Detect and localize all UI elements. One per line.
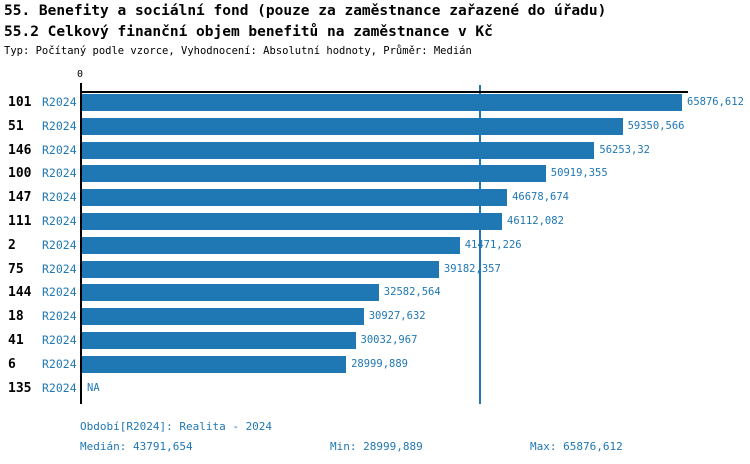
bar bbox=[82, 141, 595, 159]
footer-max-stat: Max: 65876,612 bbox=[530, 440, 623, 453]
row-category-label: 101 bbox=[8, 95, 32, 110]
bar-value-label: 41471,226 bbox=[464, 238, 522, 251]
bar bbox=[82, 165, 546, 183]
bar-value-label: 28999,889 bbox=[351, 357, 408, 370]
row-category-label: 41 bbox=[8, 333, 24, 348]
chart-row: 6 R2024 28999,889 bbox=[0, 355, 750, 373]
bar bbox=[82, 94, 682, 111]
chart-row: 135 R2024 NA bbox=[0, 380, 750, 397]
bar-value-label: 65876,612 bbox=[687, 96, 744, 108]
bar bbox=[82, 117, 623, 135]
row-category-label: 111 bbox=[8, 214, 32, 229]
chart-row: 2 R2024 41471,226 bbox=[0, 236, 750, 254]
row-category-label: 146 bbox=[8, 142, 32, 158]
row-period-label: R2024 bbox=[42, 380, 77, 395]
chart-title-line1: 55. Benefity a sociální fond (pouze za z… bbox=[4, 3, 607, 19]
row-category-label: 135 bbox=[8, 380, 32, 396]
row-category-label: 51 bbox=[8, 118, 24, 134]
bar-value-label: 46112,082 bbox=[507, 215, 564, 227]
row-category-label: 2 bbox=[8, 237, 16, 253]
row-period-label: R2024 bbox=[42, 333, 77, 347]
bar bbox=[82, 236, 460, 254]
chart-row: 101 R2024 65876,612 bbox=[0, 94, 750, 111]
row-period-label: R2024 bbox=[42, 166, 77, 181]
chart-title-line2: 55.2 Celkový finanční objem benefitů na … bbox=[4, 24, 493, 40]
bar-value-label: 59350,566 bbox=[627, 119, 685, 132]
row-period-label: R2024 bbox=[42, 190, 77, 205]
x-axis-zero-tick bbox=[80, 83, 82, 92]
bar bbox=[82, 213, 502, 230]
y-axis-line bbox=[80, 91, 82, 404]
row-period-label: R2024 bbox=[42, 261, 77, 276]
row-period-label: R2024 bbox=[42, 356, 77, 371]
bar-value-label: 56253,32 bbox=[599, 143, 650, 156]
x-axis-zero-tick-label: 0 bbox=[76, 69, 84, 80]
row-period-label: R2024 bbox=[42, 285, 77, 300]
bar bbox=[82, 284, 379, 302]
x-axis-line bbox=[80, 91, 688, 93]
bar-value-label: 46678,674 bbox=[512, 191, 569, 204]
chart-row: 146 R2024 56253,32 bbox=[0, 141, 750, 159]
chart-row: 147 R2024 46678,674 bbox=[0, 189, 750, 207]
bar bbox=[82, 355, 347, 373]
chart-row: 100 R2024 50919,355 bbox=[0, 165, 750, 183]
bar-value-label: 30927,632 bbox=[368, 310, 426, 323]
row-category-label: 18 bbox=[8, 309, 24, 325]
median-reference-line bbox=[478, 85, 481, 404]
row-category-label: 100 bbox=[8, 166, 32, 182]
footer-min-stat: Min: 28999,889 bbox=[330, 440, 423, 453]
bar-value-label: 39182,357 bbox=[443, 262, 501, 275]
row-category-label: 144 bbox=[8, 285, 32, 301]
bar bbox=[82, 308, 364, 326]
chart-row: 144 R2024 32582,564 bbox=[0, 284, 750, 302]
chart-row: 51 R2024 59350,566 bbox=[0, 117, 750, 135]
bar-value-label: 50919,355 bbox=[550, 167, 608, 180]
row-category-label: 6 bbox=[8, 356, 16, 372]
bar bbox=[82, 332, 356, 349]
chart-row: 41 R2024 30032,967 bbox=[0, 332, 750, 349]
row-category-label: 147 bbox=[8, 190, 32, 206]
chart-row: 18 R2024 30927,632 bbox=[0, 308, 750, 326]
bar-value-label: 30032,967 bbox=[360, 334, 418, 346]
row-period-label: R2024 bbox=[42, 142, 77, 157]
chart-row: 111 R2024 46112,082 bbox=[0, 213, 750, 230]
bar-value-label: 32582,564 bbox=[383, 286, 441, 299]
row-period-label: R2024 bbox=[42, 118, 77, 133]
row-category-label: 75 bbox=[8, 261, 24, 277]
bar-value-label: NA bbox=[87, 381, 100, 394]
footer-median-stat: Medián: 43791,654 bbox=[80, 440, 193, 453]
chart-row: 75 R2024 39182,357 bbox=[0, 260, 750, 278]
chart-note: Typ: Počítaný podle vzorce, Vyhodnocení:… bbox=[4, 45, 472, 57]
bar bbox=[82, 260, 439, 278]
bar bbox=[82, 189, 508, 207]
row-period-label: R2024 bbox=[42, 309, 77, 324]
row-period-label: R2024 bbox=[42, 214, 77, 228]
row-period-label: R2024 bbox=[42, 237, 77, 252]
footer-period-info: Období[R2024]: Realita - 2024 bbox=[80, 420, 273, 433]
row-period-label: R2024 bbox=[42, 95, 77, 109]
